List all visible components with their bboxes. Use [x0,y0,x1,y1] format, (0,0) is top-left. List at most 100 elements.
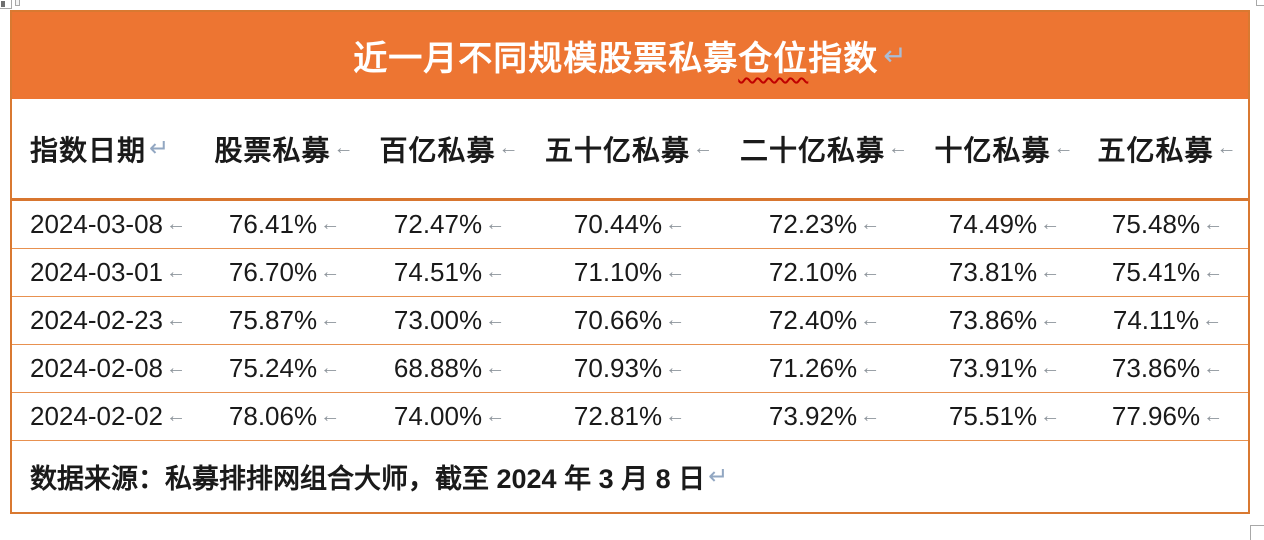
date-cell: 2024-02-23 ← [30,305,186,335]
end-of-cell-mark-icon: ← [1040,405,1061,427]
col-header-5b-pe: 五十亿私募 ← [544,134,714,166]
value-cell: 70.44% ← [573,209,686,239]
value-cell: 75.87% ← [228,305,341,335]
date-cell: 2024-02-08 ← [30,353,186,383]
end-of-cell-mark-icon: ← [665,261,686,283]
date-cell: 2024-03-01 ← [30,257,186,287]
value-cell: 71.26% ← [768,353,881,383]
value-cell: 74.11% ← [1112,305,1223,335]
end-of-cell-mark-icon: ← [320,261,341,283]
end-of-cell-mark-icon: ← [665,405,686,427]
title-text: 近一月不同规模股票私募 [353,40,739,78]
end-of-cell-mark-icon: ← [1053,137,1075,159]
value-cell: 72.10% ← [768,257,881,287]
end-of-cell-mark-icon: ← [485,213,506,235]
table-title-banner: 近一月不同规模股票私募仓位指数 ↵ [12,12,1248,99]
value-cell: 75.51% ← [948,401,1061,431]
end-of-cell-mark-icon: ← [665,213,686,235]
end-of-cell-mark-icon: ← [166,261,186,283]
value-cell: 70.93% ← [573,353,686,383]
end-of-cell-mark-icon: ← [320,213,341,235]
value-cell: 72.47% ← [393,209,506,239]
value-cell: 70.66% ← [573,305,686,335]
table-row: 2024-03-08 ← 76.41% ← 72.47% ← 70.44% ← 72.2… [12,201,1248,249]
table-move-handle-fragment [0,0,12,9]
value-cell: 73.86% ← [1111,353,1224,383]
date-cell: 2024-02-02 ← [30,401,186,431]
table-row: 2024-03-01 ← 76.70% ← 74.51% ← 71.10% ← 72.1… [12,249,1248,297]
spellcheck-underlined-text: 仓位 [738,40,809,78]
end-of-cell-mark-icon: ← [665,309,686,331]
end-of-cell-mark-icon: ← [1040,261,1061,283]
end-of-cell-mark-icon: ← [485,309,506,331]
end-of-cell-mark-icon: ← [860,213,881,235]
end-of-cell-mark-icon: ← [485,261,506,283]
end-of-cell-mark-icon: ← [1040,357,1061,379]
end-of-cell-mark-icon: ← [665,357,686,379]
date-cell: 2024-03-08 ← [30,209,186,239]
value-cell: 72.81% ← [573,401,686,431]
end-of-cell-mark-icon: ← [1203,357,1224,379]
value-cell: 71.10% ← [573,257,686,287]
value-cell: 75.41% ← [1111,257,1224,287]
end-of-cell-mark-icon: ← [333,137,355,159]
end-of-cell-mark-icon: ← [485,357,506,379]
window-corner-fragment [1256,0,1264,6]
title-text-suffix: 指数 [808,40,879,78]
value-cell: 72.40% ← [768,305,881,335]
handle-glyph-fragment [1,1,5,7]
value-cell: 68.88% ← [393,353,506,383]
end-of-cell-mark-icon: ← [860,309,881,331]
col-header-2b-pe: 二十亿私募 ← [739,134,909,166]
end-of-cell-mark-icon: ← [1202,309,1223,331]
end-of-cell-mark-icon: ← [1203,213,1224,235]
value-cell: 72.23% ← [768,209,881,239]
value-cell: 73.86% ← [948,305,1061,335]
end-of-cell-mark-icon: ← [320,309,341,331]
end-of-cell-mark-icon: ← [498,137,520,159]
end-of-cell-mark-icon: ← [320,357,341,379]
value-cell: 78.06% ← [228,401,341,431]
end-of-cell-mark-icon: ← [1203,405,1224,427]
data-source-note: 数据来源：私募排排网组合大师，截至 2024 年 3 月 8 日 [30,464,706,494]
value-cell: 76.41% ← [228,209,341,239]
end-of-cell-mark-icon: ← [860,405,881,427]
end-of-cell-mark-icon: ← [693,137,714,159]
col-header-500m-pe: 五亿私募 ← [1097,134,1238,166]
value-cell: 74.00% ← [393,401,506,431]
data-source-note-row: 数据来源：私募排排网组合大师，截至 2024 年 3 月 8 日 ↵ [12,441,1248,512]
table-row: 2024-02-02 ← 78.06% ← 74.00% ← 72.81% ← 73.9… [12,393,1248,441]
end-of-cell-mark-icon: ← [166,213,186,235]
table-resize-handle[interactable] [1250,525,1264,540]
col-header-10b-pe: 百亿私募 ← [379,134,520,166]
col-header-index-date: 指数日期 ↵ [30,134,171,166]
paragraph-mark-icon: ↵ [149,135,171,162]
end-of-cell-mark-icon: ← [166,405,186,427]
position-index-table: 近一月不同规模股票私募仓位指数 ↵ 指数日期 ↵ 股票私募 ← 百亿私募 ← 五十亿私… [10,10,1250,514]
table-title: 近一月不同规模股票私募仓位指数 [353,31,878,80]
col-header-stock-pe: 股票私募 ← [214,134,355,166]
value-cell: 75.24% ← [228,353,341,383]
end-of-cell-mark-icon: ← [1203,261,1224,283]
value-cell: 73.81% ← [948,257,1061,287]
end-of-cell-mark-icon: ← [1216,137,1238,159]
end-of-cell-mark-icon: ← [166,309,186,331]
value-cell: 75.48% ← [1111,209,1224,239]
end-of-cell-mark-icon: ← [320,405,341,427]
end-of-cell-mark-icon: ← [1040,213,1061,235]
table-row: 2024-02-08 ← 75.24% ← 68.88% ← 70.93% ← 71.2… [12,345,1248,393]
value-cell: 73.92% ← [768,401,881,431]
window-edge-fragment [15,0,20,6]
paragraph-mark-icon: ↵ [708,463,729,490]
table-row: 2024-02-23 ← 75.87% ← 73.00% ← 70.66% ← 72.4… [12,297,1248,345]
end-of-cell-mark-icon: ← [166,357,186,379]
table-header-row: 指数日期 ↵ 股票私募 ← 百亿私募 ← 五十亿私募 ← 二十亿私募 ← 十亿私募 ← 五亿… [12,99,1248,201]
value-cell: 76.70% ← [228,257,341,287]
value-cell: 73.91% ← [948,353,1061,383]
end-of-cell-mark-icon: ← [860,357,881,379]
end-of-cell-mark-icon: ← [1040,309,1061,331]
value-cell: 74.51% ← [393,257,506,287]
value-cell: 77.96% ← [1111,401,1224,431]
end-of-cell-mark-icon: ← [860,261,881,283]
paragraph-mark-icon: ↵ [883,40,907,71]
